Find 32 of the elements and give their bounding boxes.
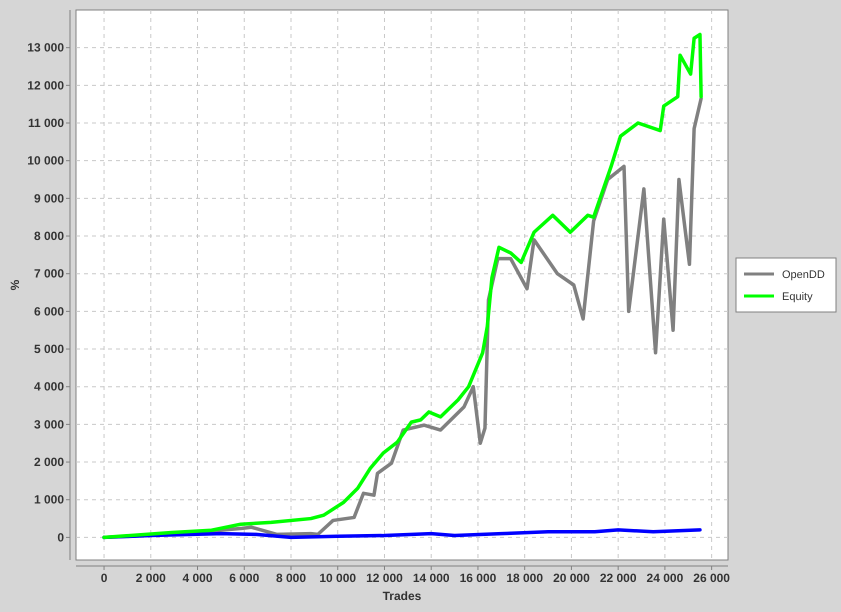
x-tick-label: 4 000 (182, 571, 213, 585)
x-tick-label: 14 000 (412, 571, 450, 585)
legend-label: Equity (782, 291, 814, 303)
x-tick-label: 6 000 (229, 571, 260, 585)
x-tick-label: 10 000 (319, 571, 356, 585)
x-tick-label: 24 000 (646, 571, 684, 585)
x-tick-label: 26 000 (693, 571, 730, 585)
x-axis-title: Trades (382, 589, 422, 603)
y-axis-title: % (8, 279, 22, 290)
y-tick-label: 7 000 (34, 266, 64, 281)
y-tick-label: 6 000 (34, 304, 64, 318)
y-tick-label: 3 000 (34, 417, 64, 432)
x-tick-label: 18 000 (506, 571, 544, 585)
x-tick-label: 8 000 (276, 571, 306, 585)
y-tick-label: 4 000 (34, 380, 64, 394)
legend-label: OpenDD (782, 269, 825, 281)
y-tick-label: 8 000 (34, 229, 64, 244)
y-tick-label: 1 000 (34, 492, 64, 507)
x-tick-label: 0 (100, 571, 108, 585)
y-tick-label: 2 000 (34, 455, 64, 470)
y-tick-label: 12 000 (27, 78, 64, 92)
y-tick-label: 13 000 (27, 40, 64, 55)
x-tick-label: 16 000 (460, 571, 497, 585)
y-tick-label: 5 000 (34, 342, 64, 356)
y-tick-label: 11 000 (28, 116, 64, 130)
y-tick-label: 0 (57, 530, 64, 544)
x-tick-label: 22 000 (600, 571, 637, 585)
y-tick-label: 9 000 (34, 191, 64, 206)
y-tick-label: 10 000 (27, 154, 64, 168)
x-tick-label: 12 000 (366, 571, 404, 585)
x-tick-label: 2 000 (136, 571, 166, 585)
x-tick-label: 20 000 (553, 571, 590, 585)
